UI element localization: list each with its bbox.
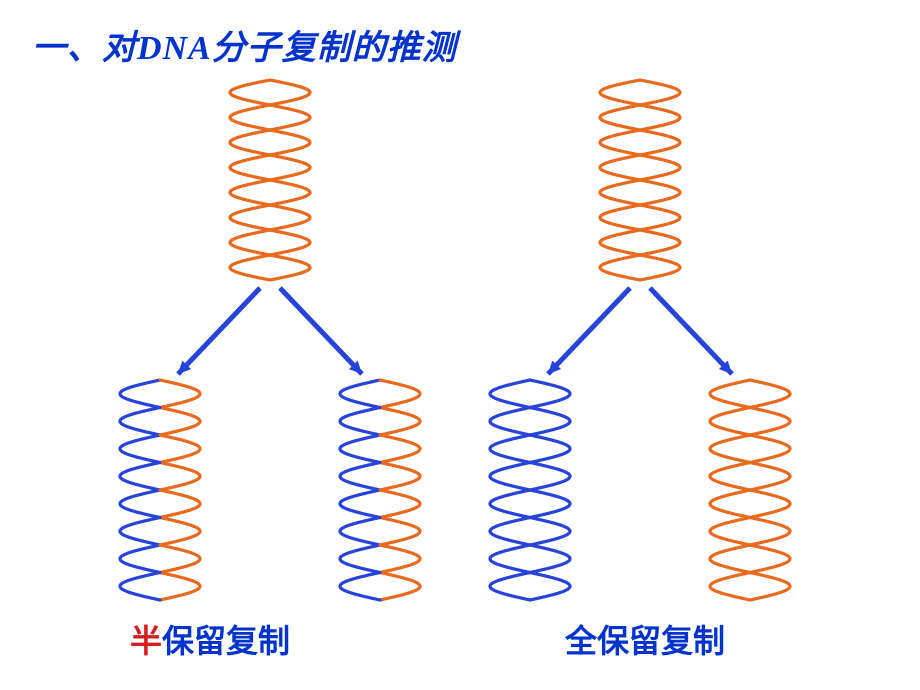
- diagram-svg: [0, 0, 920, 690]
- caption-semi-prefix: 半: [130, 623, 162, 659]
- caption-semi-rest: 保留复制: [162, 623, 290, 659]
- caption-semiconservative: 半保留复制: [130, 616, 290, 662]
- caption-conservative: 全保留复制: [565, 616, 725, 662]
- slide: 一、对DNA分子复制的推测 半保留复制 全保留复制: [0, 0, 920, 690]
